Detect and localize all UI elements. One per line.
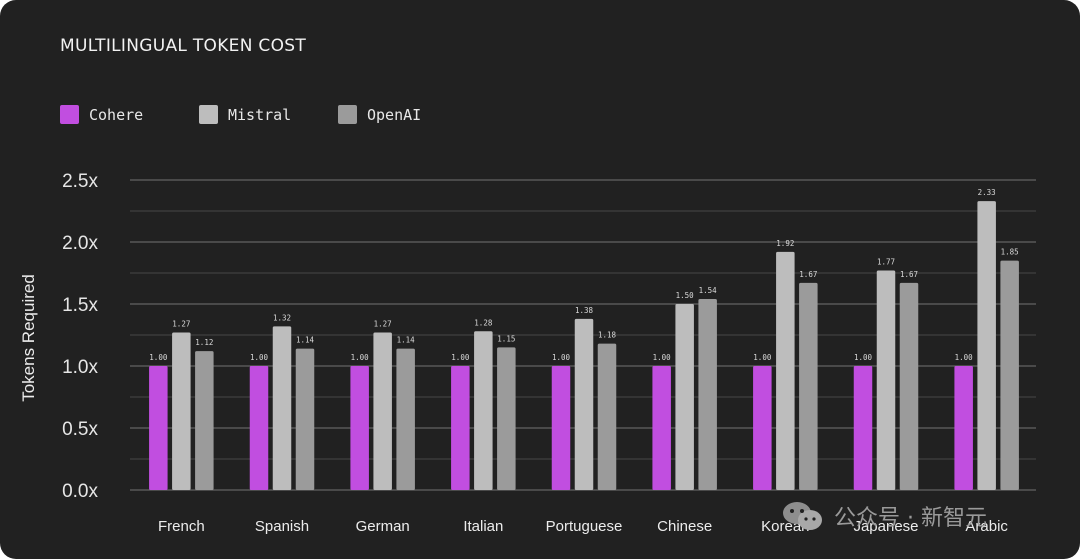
y-tick-label: 0.5x bbox=[62, 419, 98, 440]
x-tick-label: Arabic bbox=[965, 518, 1008, 535]
bar-cohere-italian bbox=[451, 366, 470, 490]
bar-openai-japanese bbox=[899, 282, 919, 490]
bar-mistral-chinese bbox=[675, 304, 694, 490]
watermark-text: 公众号 · 新智元 bbox=[834, 506, 987, 531]
legend-item-cohere: Cohere bbox=[60, 105, 143, 124]
bar-mistral-french bbox=[172, 332, 191, 490]
legend-item-mistral: Mistral bbox=[199, 105, 291, 124]
x-tick-label: Portuguese bbox=[546, 518, 623, 535]
wechat-icon bbox=[782, 500, 824, 532]
data-label: 1.54 bbox=[699, 286, 718, 295]
bar-openai-french bbox=[195, 351, 214, 490]
data-label: 1.00 bbox=[955, 353, 974, 362]
chart-title: MULTILINGUAL TOKEN COST bbox=[60, 36, 307, 56]
bar-cohere-chinese bbox=[652, 366, 671, 490]
legend-label-cohere: Cohere bbox=[89, 105, 144, 124]
y-tick-label: 0.0x bbox=[62, 481, 98, 502]
data-label: 1.67 bbox=[900, 270, 918, 279]
bar-cohere-japanese bbox=[853, 366, 873, 490]
bar-openai-korean bbox=[799, 282, 818, 490]
bar-mistral-arabic bbox=[977, 201, 996, 490]
bar-openai-portuguese bbox=[597, 343, 617, 490]
data-label: 1.00 bbox=[753, 353, 772, 362]
data-label: 1.00 bbox=[552, 353, 571, 362]
bar-cohere-portuguese bbox=[551, 366, 571, 490]
legend-item-openai: OpenAI bbox=[338, 105, 421, 124]
data-label: 1.38 bbox=[575, 306, 594, 315]
y-tick-label: 1.5x bbox=[62, 295, 98, 316]
bar-openai-german bbox=[396, 348, 415, 490]
data-label: 1.00 bbox=[854, 353, 873, 362]
data-label: 1.18 bbox=[598, 331, 617, 340]
x-tick-label: German bbox=[356, 518, 410, 535]
x-tick-label: Japanese bbox=[853, 518, 918, 535]
data-label: 1.00 bbox=[653, 353, 672, 362]
data-label: 1.14 bbox=[397, 336, 416, 345]
y-tick-label: 1.0x bbox=[62, 357, 98, 378]
data-label: 2.33 bbox=[978, 188, 996, 197]
bar-openai-italian bbox=[497, 347, 516, 490]
data-label: 1.27 bbox=[374, 320, 392, 329]
y-tick-label: 2.5x bbox=[62, 171, 98, 192]
bar-mistral-japanese bbox=[876, 270, 896, 490]
x-tick-label: Italian bbox=[463, 518, 503, 535]
bar-mistral-spanish bbox=[272, 326, 292, 490]
watermark: 公众号 · 新智元 bbox=[782, 500, 987, 532]
bar-mistral-portuguese bbox=[574, 318, 594, 490]
bar-mistral-korean bbox=[776, 251, 795, 490]
data-label: 1.00 bbox=[149, 353, 168, 362]
data-label: 1.27 bbox=[172, 320, 190, 329]
x-tick-label: French bbox=[158, 518, 205, 535]
data-label: 1.12 bbox=[195, 338, 213, 347]
data-label: 1.92 bbox=[776, 239, 794, 248]
data-label: 1.50 bbox=[676, 291, 695, 300]
x-tick-label: Spanish bbox=[255, 518, 309, 535]
legend-swatch-cohere bbox=[60, 105, 79, 124]
bar-cohere-arabic bbox=[954, 366, 973, 490]
legend-label-mistral: Mistral bbox=[228, 105, 292, 124]
data-label: 1.14 bbox=[296, 336, 315, 345]
data-label: 1.32 bbox=[273, 313, 291, 322]
bar-openai-arabic bbox=[1000, 260, 1019, 490]
y-axis-label: Tokens Required bbox=[19, 274, 38, 402]
bar-openai-spanish bbox=[295, 348, 315, 490]
bar-cohere-german bbox=[350, 366, 369, 490]
legend-label-openai: OpenAI bbox=[367, 105, 422, 124]
legend-swatch-mistral bbox=[199, 105, 218, 124]
data-label: 1.15 bbox=[497, 334, 515, 343]
data-label: 1.00 bbox=[451, 353, 470, 362]
data-label: 1.77 bbox=[877, 258, 895, 267]
data-label: 1.85 bbox=[1001, 248, 1019, 257]
data-label: 1.28 bbox=[474, 318, 493, 327]
bar-cohere-korean bbox=[753, 366, 772, 490]
data-label: 1.00 bbox=[351, 353, 370, 362]
legend-swatch-openai bbox=[338, 105, 357, 124]
x-tick-label: Chinese bbox=[657, 518, 712, 535]
data-label: 1.67 bbox=[799, 270, 817, 279]
bar-mistral-italian bbox=[474, 331, 493, 490]
bar-openai-chinese bbox=[698, 299, 717, 490]
y-tick-label: 2.0x bbox=[62, 233, 98, 254]
bar-cohere-spanish bbox=[249, 366, 269, 490]
bar-cohere-french bbox=[149, 366, 168, 490]
data-label: 1.00 bbox=[250, 353, 269, 362]
bar-mistral-german bbox=[373, 332, 392, 490]
